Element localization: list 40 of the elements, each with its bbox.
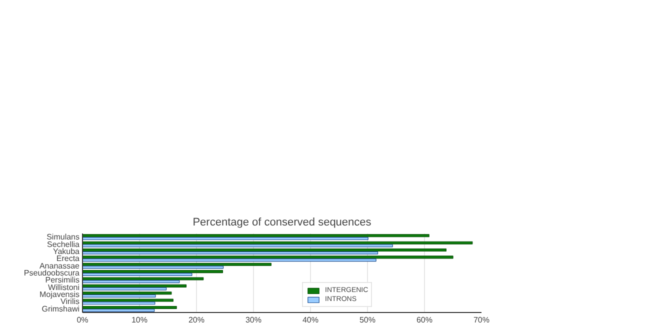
x-tick-label: 10% <box>131 316 148 324</box>
y-tick-label: Virilis <box>60 297 80 306</box>
y-tick-label: Yakuba <box>52 246 80 256</box>
y-tick-label: Pseudoobscura <box>24 268 80 278</box>
bar <box>82 237 368 240</box>
bar <box>82 258 376 262</box>
bar <box>82 294 156 298</box>
bar <box>82 308 155 312</box>
bar <box>82 251 378 254</box>
x-tick-label: 0% <box>76 316 88 324</box>
chart-title: Percentage of conserved sequences <box>192 216 372 228</box>
x-tick-label: 50% <box>359 316 376 324</box>
bar <box>82 280 180 284</box>
x-tick-label: 70% <box>473 316 490 324</box>
x-tick-label: 40% <box>302 316 319 324</box>
y-tick-label: Sechellia <box>47 240 80 249</box>
bar <box>82 266 224 269</box>
bar <box>82 298 174 302</box>
y-tick-label: Simulans <box>46 232 80 242</box>
bar <box>82 306 177 309</box>
bar <box>82 256 454 259</box>
x-tick-label: 20% <box>188 316 205 324</box>
x-tick-label: 60% <box>416 316 433 324</box>
y-tick-label: Persimilis <box>45 276 80 285</box>
y-tick-label: Grimshawi <box>42 304 80 314</box>
bar <box>82 287 167 290</box>
y-tick-label: Willistoni <box>48 282 80 292</box>
bar <box>82 244 393 248</box>
bar <box>82 284 187 288</box>
bar <box>82 302 156 305</box>
y-tick-label: Ananassae <box>39 261 80 270</box>
y-tick-label: Erecta <box>56 254 80 264</box>
bar <box>82 277 204 280</box>
bar <box>82 292 172 295</box>
bar <box>82 270 224 274</box>
x-tick-label: 30% <box>245 316 262 324</box>
y-tick-label: Mojavensis <box>39 290 80 300</box>
bar <box>82 272 192 276</box>
bar <box>82 234 430 238</box>
bar <box>82 248 446 252</box>
